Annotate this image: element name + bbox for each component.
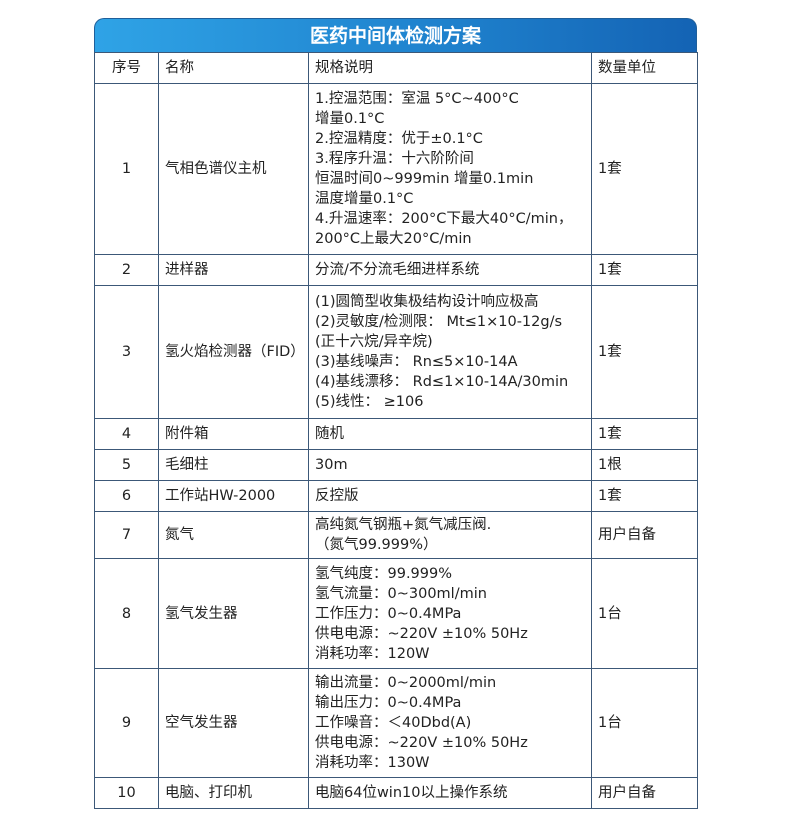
- plan-table-container: 医药中间体检测方案 序号 名称 规格说明 数量单位 1 气相色谱仪主机 1.控温范围…: [94, 18, 698, 809]
- item-quantity: 1台: [591, 558, 698, 669]
- row-number: 7: [94, 511, 159, 559]
- table-row: 2 进样器 分流/不分流毛细进样系统 1套: [94, 254, 698, 286]
- table-row: 7 氮气 高纯氮气钢瓶+氮气减压阀. （氮气99.999%） 用户自备: [94, 511, 698, 559]
- item-quantity: 用户自备: [591, 511, 698, 559]
- table-row: 10 电脑、打印机 电脑64位win10以上操作系统 用户自备: [94, 777, 698, 809]
- item-quantity: 用户自备: [591, 777, 698, 809]
- row-number: 6: [94, 480, 159, 512]
- header-no: 序号: [94, 52, 159, 84]
- item-spec: 反控版: [308, 480, 592, 512]
- item-spec: 分流/不分流毛细进样系统: [308, 254, 592, 286]
- table-title: 医药中间体检测方案: [94, 18, 697, 52]
- item-name: 工作站HW-2000: [158, 480, 309, 512]
- row-number: 2: [94, 254, 159, 286]
- item-name: 进样器: [158, 254, 309, 286]
- row-number: 3: [94, 285, 159, 419]
- item-quantity: 1套: [591, 480, 698, 512]
- item-spec: 输出流量：0~2000ml/min 输出压力：0~0.4MPa 工作噪音：＜40…: [308, 668, 592, 778]
- item-quantity: 1套: [591, 418, 698, 450]
- item-spec: 电脑64位win10以上操作系统: [308, 777, 592, 809]
- item-spec: 随机: [308, 418, 592, 450]
- table-header-row: 序号 名称 规格说明 数量单位: [94, 52, 698, 84]
- item-name: 电脑、打印机: [158, 777, 309, 809]
- table-row: 5 毛细柱 30m 1根: [94, 449, 698, 481]
- row-number: 1: [94, 83, 159, 255]
- row-number: 8: [94, 558, 159, 669]
- item-spec: 高纯氮气钢瓶+氮气减压阀. （氮气99.999%）: [308, 511, 592, 559]
- plan-table: 序号 名称 规格说明 数量单位 1 气相色谱仪主机 1.控温范围：室温 5°C~40…: [94, 52, 698, 809]
- header-spec: 规格说明: [308, 52, 592, 84]
- row-number: 10: [94, 777, 159, 809]
- item-name: 氮气: [158, 511, 309, 559]
- item-quantity: 1根: [591, 449, 698, 481]
- table-row: 3 氢火焰检测器（FID） (1)圆筒型收集极结构设计响应极高 (2)灵敏度/检测限…: [94, 285, 698, 419]
- row-number: 4: [94, 418, 159, 450]
- item-name: 气相色谱仪主机: [158, 83, 309, 255]
- item-name: 毛细柱: [158, 449, 309, 481]
- table-row: 4 附件箱 随机 1套: [94, 418, 698, 450]
- item-spec: 30m: [308, 449, 592, 481]
- item-quantity: 1台: [591, 668, 698, 778]
- item-quantity: 1套: [591, 254, 698, 286]
- item-name: 氢气发生器: [158, 558, 309, 669]
- header-name: 名称: [158, 52, 309, 84]
- table-row: 1 气相色谱仪主机 1.控温范围：室温 5°C~400°C 增量0.1°C 2.控温…: [94, 83, 698, 255]
- row-number: 5: [94, 449, 159, 481]
- table-row: 9 空气发生器 输出流量：0~2000ml/min 输出压力：0~0.4MPa 工作…: [94, 668, 698, 778]
- item-quantity: 1套: [591, 83, 698, 255]
- item-spec: 氢气纯度：99.999% 氢气流量：0~300ml/min 工作压力：0~0.4…: [308, 558, 592, 669]
- item-name: 附件箱: [158, 418, 309, 450]
- item-name: 空气发生器: [158, 668, 309, 778]
- header-qty: 数量单位: [591, 52, 698, 84]
- item-spec: 1.控温范围：室温 5°C~400°C 增量0.1°C 2.控温精度：优于±0.…: [308, 83, 592, 255]
- item-quantity: 1套: [591, 285, 698, 419]
- row-number: 9: [94, 668, 159, 778]
- item-name: 氢火焰检测器（FID）: [158, 285, 309, 419]
- item-spec: (1)圆筒型收集极结构设计响应极高 (2)灵敏度/检测限： Mt≤1×10-12…: [308, 285, 592, 419]
- table-row: 8 氢气发生器 氢气纯度：99.999% 氢气流量：0~300ml/min 工作压力…: [94, 558, 698, 669]
- table-row: 6 工作站HW-2000 反控版 1套: [94, 480, 698, 512]
